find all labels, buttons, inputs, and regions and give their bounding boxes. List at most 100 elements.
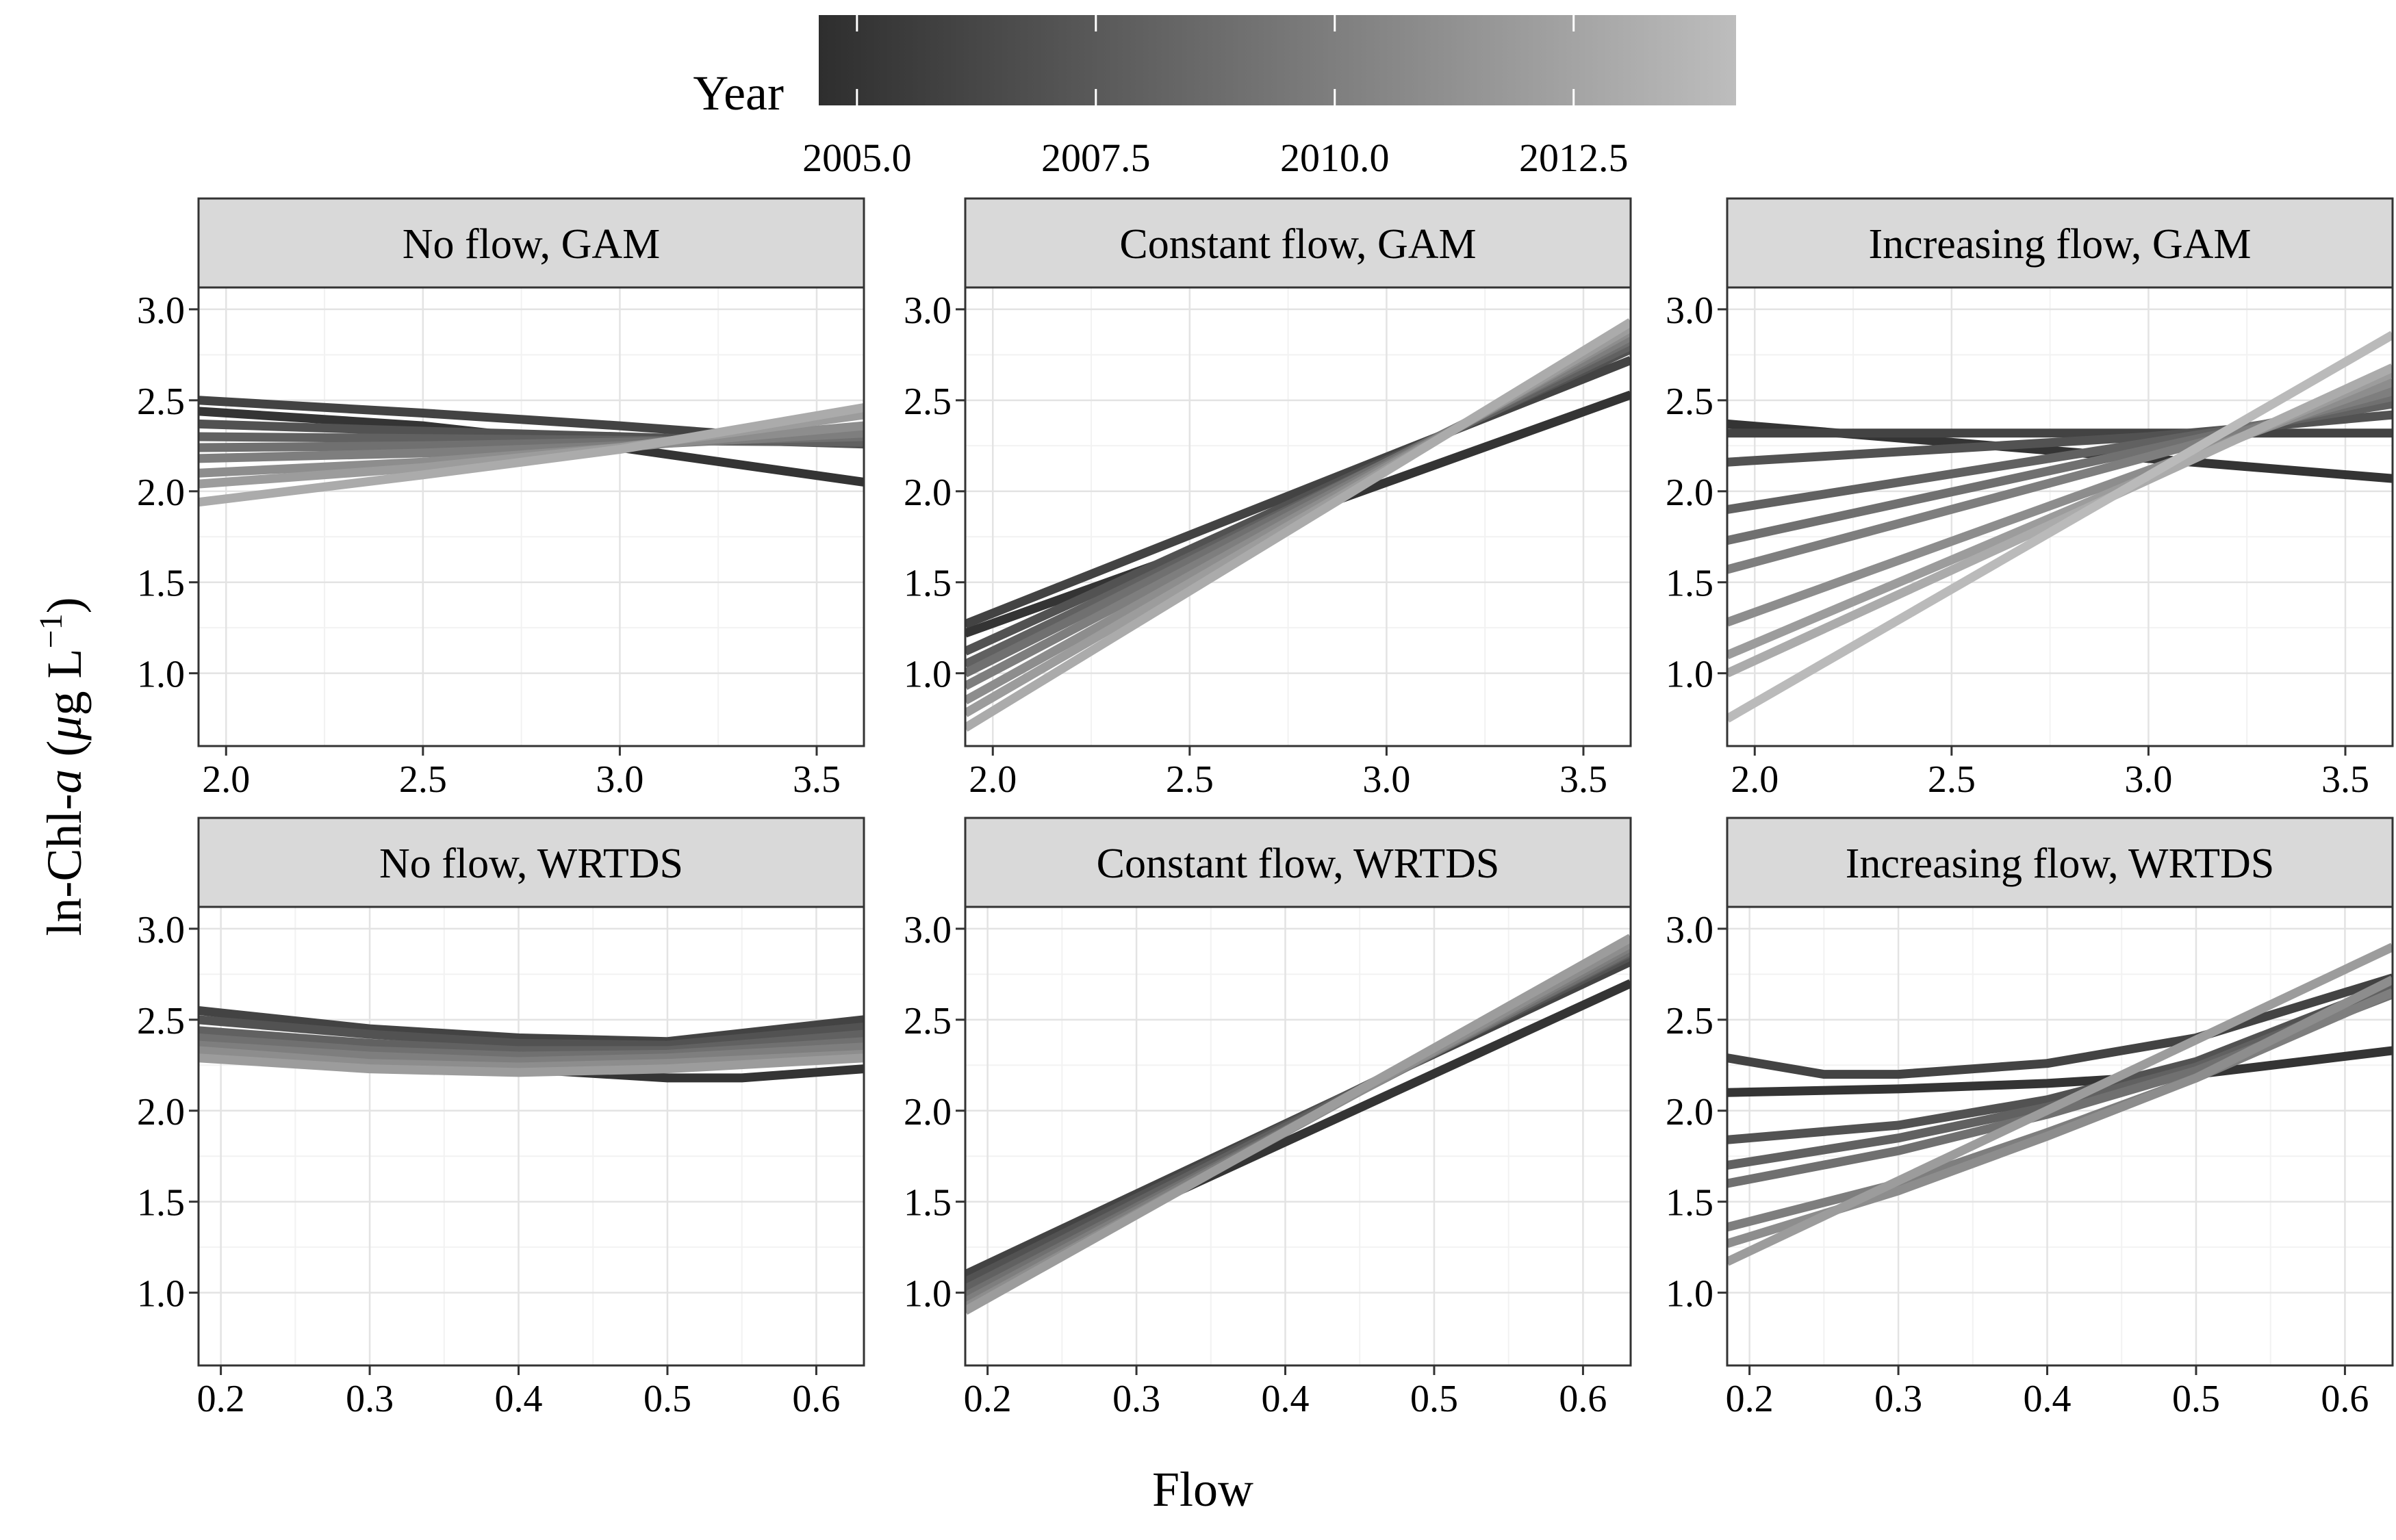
plot-background bbox=[199, 287, 864, 746]
y-tick-label: 1.5 bbox=[904, 563, 952, 605]
panel-border bbox=[1726, 286, 2394, 747]
series-line-2007 bbox=[1727, 410, 2393, 467]
y-tick-label: 1.0 bbox=[137, 654, 185, 696]
x-tick-label: 0.6 bbox=[1559, 1378, 1607, 1420]
panel-strip bbox=[964, 817, 1632, 908]
x-tick-label: 0.6 bbox=[792, 1378, 840, 1420]
legend-tick-label: 2005.0 bbox=[802, 136, 912, 180]
panel-strip bbox=[964, 197, 1632, 289]
y-tick-label: 1.0 bbox=[904, 654, 952, 696]
series-lines bbox=[965, 934, 1631, 1315]
x-tick-label: 0.3 bbox=[1874, 1378, 1922, 1420]
series-line-2012 bbox=[199, 1053, 864, 1077]
series-line-2014 bbox=[1727, 331, 2393, 723]
x-tick-label: 2.0 bbox=[969, 758, 1017, 801]
series-line-2010 bbox=[199, 1040, 864, 1066]
gridlines bbox=[965, 907, 1631, 1365]
x-tick-label: 3.0 bbox=[2124, 758, 2172, 801]
panel-border bbox=[1726, 906, 2394, 1367]
x-axis-title: Flow bbox=[1152, 1462, 1253, 1517]
legend-ticks: 2005.0 2007.5 2010.0 2012.5 bbox=[802, 15, 1628, 180]
y-tick-label: 2.0 bbox=[904, 472, 952, 514]
legend-tick-label: 2012.5 bbox=[1519, 136, 1629, 180]
y-tick-label: 2.0 bbox=[137, 1091, 185, 1133]
panel-4: No flow, WRTDS 1.0 1.5 2.0 2.5 3.0 0.2 0.3 0.4 0.… bbox=[137, 817, 865, 1420]
x-tick-label: 0.6 bbox=[2321, 1378, 2369, 1420]
y-tick-label: 3.0 bbox=[904, 290, 952, 332]
x-tick-label: 0.3 bbox=[346, 1378, 394, 1420]
y-tick-label: 1.0 bbox=[137, 1273, 185, 1316]
y-tick-label: 3.0 bbox=[1666, 909, 1713, 951]
y-tick-label: 2.5 bbox=[1666, 381, 1713, 423]
y-tick-label: 3.0 bbox=[1666, 290, 1713, 332]
panel-border bbox=[964, 906, 1632, 1367]
y-tick-label: 1.5 bbox=[1666, 563, 1713, 605]
y-tick-label: 1.5 bbox=[137, 1182, 185, 1224]
y-tick-label: 1.0 bbox=[904, 1273, 952, 1316]
x-tick-label: 2.0 bbox=[202, 758, 250, 801]
y-tick-label: 2.5 bbox=[137, 381, 185, 423]
x-tick-label: 2.5 bbox=[399, 758, 447, 801]
series-line-2007 bbox=[1727, 981, 2393, 1144]
x-tick-label: 0.2 bbox=[197, 1378, 245, 1420]
y-tick-label: 3.0 bbox=[904, 909, 952, 951]
y-axis-title: ln-Chl-a (μg L−1) bbox=[33, 597, 92, 936]
axis-ticks: 1.0 1.5 2.0 2.5 3.0 0.2 0.3 0.4 0.5 0.6 bbox=[904, 909, 1607, 1420]
series-line-2013 bbox=[199, 403, 864, 507]
series-lines bbox=[199, 396, 864, 507]
y-tick-label: 1.5 bbox=[1666, 1182, 1713, 1224]
x-tick-label: 3.5 bbox=[793, 758, 841, 801]
y-tick-label: 2.0 bbox=[1666, 1091, 1713, 1133]
panel-border bbox=[197, 906, 865, 1367]
x-tick-label: 0.3 bbox=[1112, 1378, 1160, 1420]
series-line-2013 bbox=[1727, 363, 2393, 678]
x-tick-label: 3.0 bbox=[1362, 758, 1410, 801]
x-tick-label: 0.4 bbox=[495, 1378, 543, 1420]
y-tick-label: 1.0 bbox=[1666, 1273, 1713, 1316]
panel-title: No flow, GAM bbox=[403, 221, 661, 268]
x-tick-label: 0.5 bbox=[643, 1378, 691, 1420]
panel-strip bbox=[197, 817, 865, 908]
panel-1: No flow, GAM 1.0 1.5 2.0 2.5 3.0 2.0 2.5 3.0 3.5 bbox=[137, 197, 865, 801]
y-tick-label: 2.0 bbox=[1666, 472, 1713, 514]
x-tick-label: 0.5 bbox=[1410, 1378, 1458, 1420]
y-tick-label: 1.5 bbox=[904, 1182, 952, 1224]
x-tick-label: 3.0 bbox=[596, 758, 643, 801]
panel-title: No flow, WRTDS bbox=[379, 840, 683, 887]
axis-ticks: 1.0 1.5 2.0 2.5 3.0 0.2 0.3 0.4 0.5 0.6 bbox=[1666, 909, 2369, 1420]
axis-ticks: 1.0 1.5 2.0 2.5 3.0 2.0 2.5 3.0 3.5 bbox=[1666, 290, 2369, 801]
panel-strip bbox=[1726, 817, 2394, 908]
legend-title: Year bbox=[693, 66, 784, 120]
series-line-2012 bbox=[1727, 942, 2393, 1266]
panel-title: Increasing flow, GAM bbox=[1869, 221, 2252, 268]
panel-border bbox=[964, 286, 1632, 747]
series-line-2013 bbox=[965, 318, 1631, 732]
series-lines bbox=[1727, 942, 2393, 1266]
y-tick-label: 1.0 bbox=[1666, 654, 1713, 696]
y-tick-label: 2.5 bbox=[137, 1000, 185, 1042]
x-tick-label: 0.2 bbox=[964, 1378, 1012, 1420]
y-tick-label: 3.0 bbox=[137, 290, 185, 332]
series-lines bbox=[965, 318, 1631, 732]
panel-2: Constant flow, GAM 1.0 1.5 2.0 2.5 3.0 2.0 2.5 3… bbox=[904, 197, 1632, 801]
panel-6: Increasing flow, WRTDS 1.0 1.5 2.0 2.5 3.0 0.2… bbox=[1666, 817, 2394, 1420]
x-tick-label: 0.4 bbox=[1262, 1378, 1310, 1420]
y-tick-label: 2.5 bbox=[904, 1000, 952, 1042]
series-line-2011 bbox=[199, 1046, 864, 1072]
panel-5: Constant flow, WRTDS 1.0 1.5 2.0 2.5 3.0 0.2 0.… bbox=[904, 817, 1632, 1420]
axis-ticks: 1.0 1.5 2.0 2.5 3.0 2.0 2.5 3.0 3.5 bbox=[137, 290, 841, 801]
y-tick-label: 1.5 bbox=[137, 563, 185, 605]
gridlines bbox=[965, 287, 1631, 746]
panel-strip bbox=[1726, 197, 2394, 289]
panel-title: Constant flow, GAM bbox=[1119, 221, 1476, 268]
x-tick-label: 0.2 bbox=[1726, 1378, 1774, 1420]
panel-title: Constant flow, WRTDS bbox=[1097, 840, 1500, 887]
series-line-2007 bbox=[199, 1015, 864, 1050]
y-tick-label: 3.0 bbox=[137, 909, 185, 951]
series-line-2005 bbox=[1727, 1046, 2393, 1097]
legend: Year 2005.0 2007.5 2010.0 2012.5 bbox=[693, 15, 1736, 180]
series-lines bbox=[1727, 331, 2393, 723]
x-tick-label: 2.5 bbox=[1166, 758, 1214, 801]
x-tick-label: 2.5 bbox=[1928, 758, 1976, 801]
